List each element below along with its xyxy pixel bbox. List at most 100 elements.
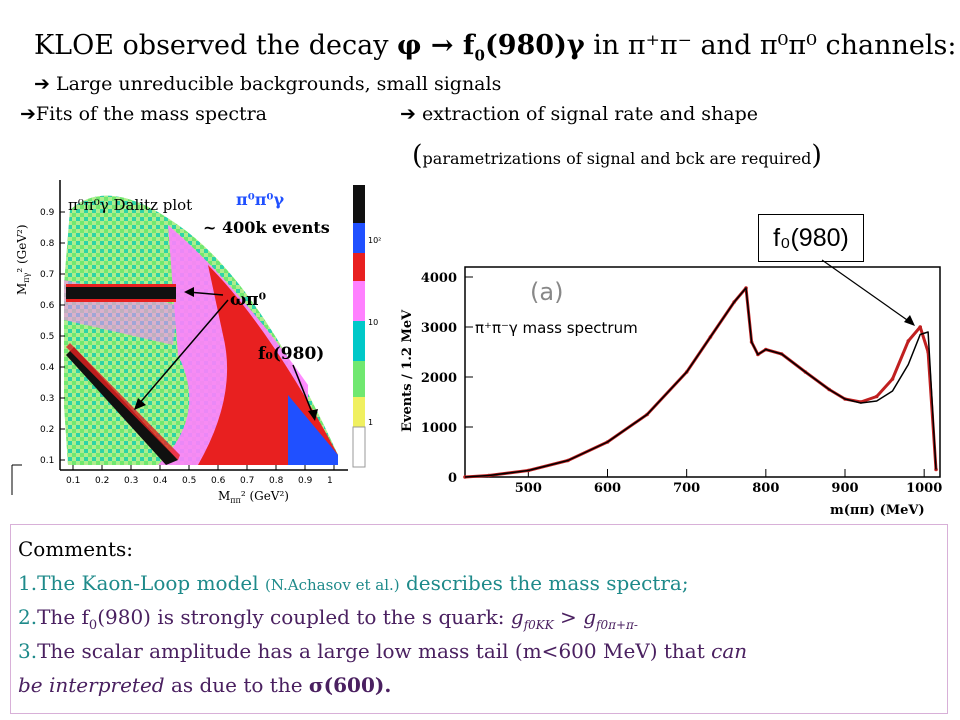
comment-2-sub: 0 xyxy=(88,618,98,633)
title-channel-2: π⁰π⁰ xyxy=(759,30,817,61)
comment-3-number: 3. xyxy=(18,639,38,663)
dalitz-omega-band xyxy=(66,287,176,299)
dalitz-label-f0: f₀(980) xyxy=(258,344,324,364)
spectrum-data-point xyxy=(890,377,895,381)
comment-2-g1-sub: f0KK xyxy=(523,618,554,632)
scale-green xyxy=(353,361,365,397)
title-decay: φ → f xyxy=(397,30,475,61)
scale-magenta xyxy=(353,281,365,321)
f0-callout: f₀(980) xyxy=(758,214,864,262)
dalitz-x-tick-label: 0.6 xyxy=(211,476,226,486)
dalitz-ylabel: Mπγ² (GeV²) xyxy=(15,225,31,296)
callout-connector xyxy=(821,259,915,326)
dalitz-region-blue xyxy=(288,395,338,465)
dalitz-omega-diagonal xyxy=(66,347,178,465)
comment-2-g2-sub: f0π+π- xyxy=(596,618,638,632)
comment-3-main: The scalar amplitude has a large low mas… xyxy=(37,639,712,663)
dalitz-y-tick-label: 0.7 xyxy=(40,270,54,280)
scale-cyan xyxy=(353,321,365,361)
comments-heading: Comments: xyxy=(18,537,134,561)
comment-2-number: 2. xyxy=(18,605,38,629)
comment-3-as: as due to the xyxy=(164,673,309,697)
comment-2-g2: g xyxy=(583,605,596,629)
spectrum-x-tick-label: 600 xyxy=(594,481,621,496)
spectrum-x-tick-label: 900 xyxy=(831,481,858,496)
spectrum-y-tick-label: 1000 xyxy=(421,421,457,436)
spectrum-data-point xyxy=(874,394,879,399)
scale-black xyxy=(353,185,365,223)
comment-3: 3.The scalar amplitude has a large low m… xyxy=(18,639,747,663)
spectrum-y-tick-label: 4000 xyxy=(421,271,457,286)
dalitz-x-ticks: 0.1 0.2 0.3 0.4 0.5 0.6 0.7 0.8 0.9 1 xyxy=(66,465,335,486)
dalitz-caption: π⁰π⁰γ Dalitz plot xyxy=(68,196,192,214)
dalitz-x-tick-label: 0.8 xyxy=(269,476,284,486)
title-decay-rest: (980)γ xyxy=(484,30,585,61)
scale-red xyxy=(353,253,365,281)
scale-white xyxy=(352,426,366,468)
paren-close: ) xyxy=(811,140,822,171)
comment-2-main: The f xyxy=(37,605,89,629)
title-mid: in xyxy=(584,30,628,61)
bullet-extraction: ➔ extraction of signal rate and shape xyxy=(400,103,759,125)
dalitz-x-tick-label: 1 xyxy=(327,476,333,486)
title-and: and xyxy=(691,30,760,61)
arrow-omega-diagonal xyxy=(137,299,229,406)
dalitz-x-tick-label: 0.4 xyxy=(153,476,168,486)
dalitz-y-tick-label: 0.8 xyxy=(40,239,55,249)
title-prefix: KLOE observed the decay xyxy=(34,30,398,61)
spectrum-data-point xyxy=(906,339,911,343)
spectrum-panel-label: (a) xyxy=(530,278,563,306)
dalitz-y-tick-label: 0.9 xyxy=(40,208,55,218)
dalitz-x-tick-label: 0.2 xyxy=(95,476,109,486)
parametrizations-text: parametrizations of signal and bck are r… xyxy=(422,149,812,168)
bullet-parametrizations: (parametrizations of signal and bck are … xyxy=(412,140,822,171)
arrow-f0 xyxy=(292,364,314,416)
dalitz-y-tick-label: 0.4 xyxy=(40,363,55,373)
spectrum-data-point xyxy=(934,467,938,472)
dalitz-x-tick-label: 0.9 xyxy=(298,476,313,486)
scale-tick-1: 1 xyxy=(368,418,373,427)
comments-box: Comments: 1.The Kaon-Loop model (N.Achas… xyxy=(10,524,948,714)
slide-title: KLOE observed the decay φ → f0(980)γ in … xyxy=(34,30,957,64)
comment-3-be: be interpreted xyxy=(18,673,165,697)
spectrum-ylabel: Events / 1.2 MeV xyxy=(400,309,415,432)
paren-open: ( xyxy=(412,140,423,171)
spectrum-caption: π⁺π⁻γ mass spectrum xyxy=(475,319,638,337)
dalitz-legend-title: π⁰π⁰γ xyxy=(236,190,284,209)
comment-2-gt: > xyxy=(553,605,584,629)
comment-2-g1: g xyxy=(510,605,524,629)
spectrum-x-tick-label: 500 xyxy=(515,481,542,496)
comment-1: 1.The Kaon-Loop model (N.Achasov et al.)… xyxy=(18,571,689,595)
scale-tick-10: 10 xyxy=(368,318,378,327)
dalitz-y-tick-label: 0.5 xyxy=(40,332,54,342)
spectrum-data-point xyxy=(918,325,923,329)
dalitz-xlabel: Mππ² (GeV²) xyxy=(218,489,289,505)
comment-2-rest: (980) is strongly coupled to the s quark… xyxy=(97,605,511,629)
bullet-fits: ➔Fits of the mass spectra xyxy=(20,103,267,125)
bullet-backgrounds: ➔ Large unreducible backgrounds, small s… xyxy=(34,73,502,95)
spectrum-xlabel: m(ππ) (MeV) xyxy=(830,503,925,518)
dalitz-y-ticks: 0.1 0.2 0.3 0.4 0.5 0.6 0.7 0.8 0.9 xyxy=(40,208,65,466)
spectrum-x-tick-label: 1000 xyxy=(906,481,942,496)
comment-1-main: The Kaon-Loop model xyxy=(37,571,265,595)
spectrum-y-tick-label: 0 xyxy=(448,471,457,486)
dalitz-plot: 10² 10 1 π⁰π⁰γ Dalitz plot π⁰π⁰γ ~ 400k … xyxy=(11,175,381,505)
comment-1-end: describes the mass spectra; xyxy=(399,571,689,595)
spectrum-y-tick-label: 2000 xyxy=(421,371,457,386)
scale-yellow xyxy=(353,397,365,427)
dalitz-y-tick-label: 0.3 xyxy=(40,394,54,404)
spectrum-x-tick-label: 800 xyxy=(752,481,779,496)
comment-1-number: 1. xyxy=(18,571,38,595)
dalitz-y-tick-label: 0.2 xyxy=(40,425,54,435)
spectrum-frame xyxy=(464,266,941,478)
dalitz-y-tick-label: 0.6 xyxy=(40,301,55,311)
title-channel-1: π⁺π⁻ xyxy=(627,30,692,61)
spectrum-x-tick-label: 700 xyxy=(673,481,700,496)
title-suffix: channels: xyxy=(816,30,957,61)
title-decay-sub: 0 xyxy=(474,46,485,65)
scale-tick-100: 10² xyxy=(368,236,381,245)
comment-2: 2.The f0(980) is strongly coupled to the… xyxy=(18,605,638,633)
scale-blue xyxy=(353,223,365,253)
dalitz-x-tick-label: 0.7 xyxy=(240,476,254,486)
dalitz-x-tick-label: 0.5 xyxy=(182,476,196,486)
